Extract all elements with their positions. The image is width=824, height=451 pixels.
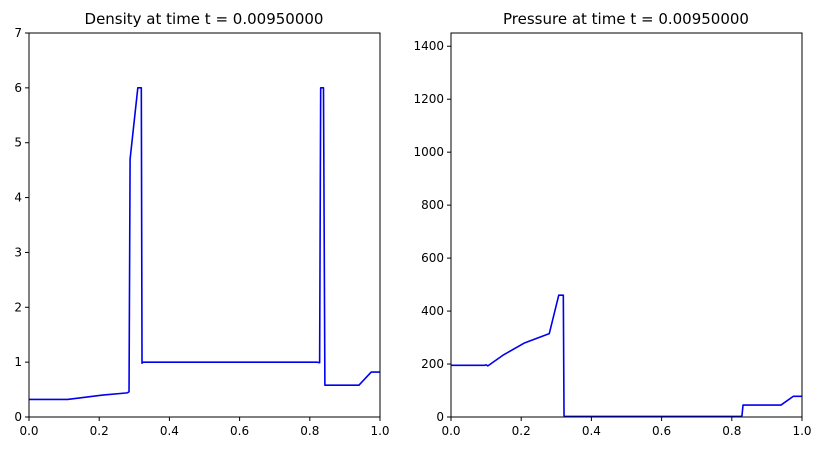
density-ticks: 0.0 0.2 0.4 0.6 0.8 1.0 0 1 2 3 4 5 6 7: [14, 26, 389, 438]
density-panel: Density at time t = 0.00950000 0.0 0.2 0.4…: [14, 10, 389, 438]
pressure-ytick-label: 600: [421, 251, 444, 265]
density-series-line: [29, 87, 380, 401]
pressure-xtick-label: 1.0: [792, 424, 811, 438]
pressure-ytick-label: 0: [436, 410, 444, 424]
pressure-title: Pressure at time t = 0.00950000: [503, 10, 749, 28]
pressure-panel: Pressure at time t = 0.00950000 0.0 0.2 0.…: [413, 10, 811, 438]
density-ytick-label: 2: [14, 300, 22, 314]
density-plot-area: [29, 87, 380, 401]
density-axes-frame: [28, 32, 381, 418]
density-ytick-label: 0: [14, 410, 22, 424]
density-ytick-label: 5: [14, 136, 22, 150]
density-xtick-label: 0.2: [90, 424, 109, 438]
pressure-ticks: 0.0 0.2 0.4 0.6 0.8 1.0 0 200 400 600 800 1000 1200 1…: [413, 39, 811, 438]
pressure-axes-frame: [450, 32, 803, 418]
pressure-xtick-label: 0.8: [722, 424, 741, 438]
pressure-plot-area: [451, 294, 802, 418]
pressure-xtick-label: 0.4: [582, 424, 601, 438]
density-xtick-label: 1.0: [370, 424, 389, 438]
density-ytick-label: 6: [14, 81, 22, 95]
pressure-ytick-label: 1200: [413, 92, 444, 106]
pressure-ytick-label: 400: [421, 304, 444, 318]
density-ytick-label: 1: [14, 355, 22, 369]
density-xtick-label: 0.0: [19, 424, 38, 438]
density-xtick-label: 0.8: [300, 424, 319, 438]
pressure-ytick-label: 1400: [413, 39, 444, 53]
pressure-ytick-label: 1000: [413, 145, 444, 159]
density-ytick-label: 4: [14, 191, 22, 205]
pressure-xtick-label: 0.0: [441, 424, 460, 438]
pressure-series-line: [451, 294, 802, 418]
density-ytick-label: 7: [14, 26, 22, 40]
density-ytick-label: 3: [14, 245, 22, 259]
density-xtick-label: 0.4: [160, 424, 179, 438]
pressure-xtick-label: 0.2: [512, 424, 531, 438]
pressure-xtick-label: 0.6: [652, 424, 671, 438]
pressure-ytick-label: 800: [421, 198, 444, 212]
pressure-ytick-label: 200: [421, 357, 444, 371]
density-xtick-label: 0.6: [230, 424, 249, 438]
density-title: Density at time t = 0.00950000: [85, 10, 324, 28]
